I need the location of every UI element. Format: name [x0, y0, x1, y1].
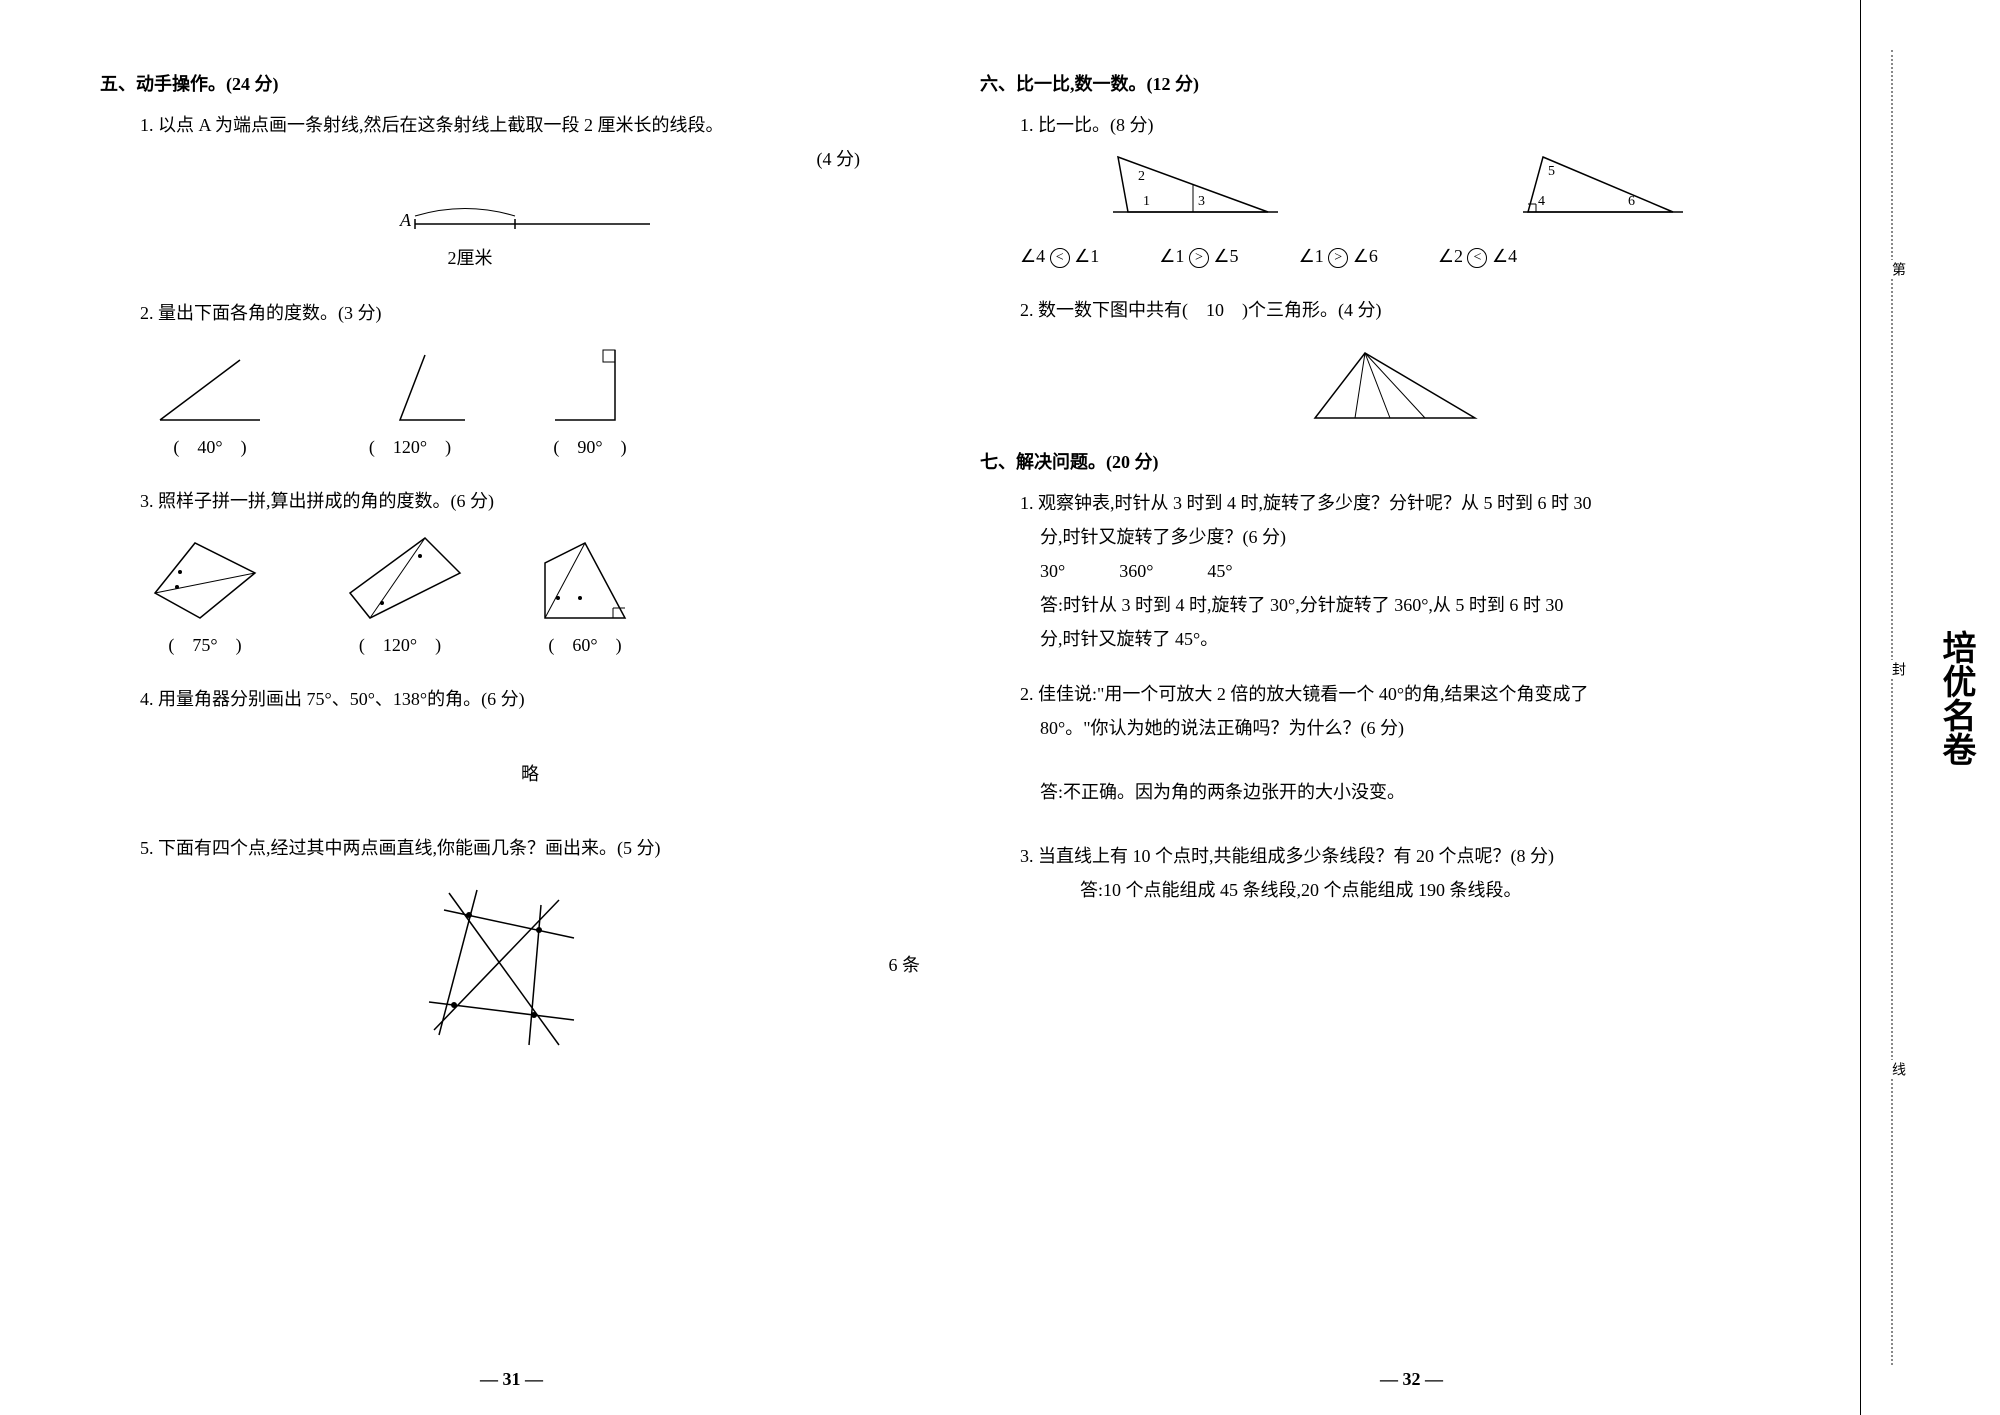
cmp-2-l: ∠1	[1159, 246, 1184, 266]
side-mini-2: 封	[1887, 660, 1907, 678]
s7-q2-text2: 80°。"你认为她的说法正确吗？为什么？(6 分)	[1020, 711, 1770, 745]
s6-q2-figure	[1020, 338, 1770, 428]
angle-90-label: ( 90° )	[540, 430, 640, 464]
s5-q2-figs: ( 40° ) ( 120° ) ( 90° )	[140, 340, 920, 464]
section5-heading: 五、动手操作。(24 分)	[100, 70, 920, 96]
cmp-4-l: ∠2	[1438, 246, 1463, 266]
point-a-label: A	[399, 210, 412, 230]
cmp-4-op: <	[1467, 248, 1487, 268]
page-number-right: — 32 —	[1380, 1369, 1443, 1390]
s7-q1-vals: 30° 360° 45°	[1020, 554, 1770, 588]
s6-q2-text: 2. 数一数下图中共有( 10 )个三角形。(4 分)	[1020, 293, 1770, 327]
s7-q1: 1. 观察钟表,时针从 3 时到 4 时,旋转了多少度？分针呢？从 5 时到 6…	[980, 486, 1770, 657]
right-page: 六、比一比,数一数。(12 分) 1. 比一比。(8 分) 2 1 3 5	[950, 70, 1800, 1375]
shape-60-label: ( 60° )	[530, 628, 640, 662]
angle-120: ( 120° )	[340, 340, 480, 464]
s7-q1-ans1: 答:时针从 3 时到 4 时,旋转了 30°,分针旋转了 360°,从 5 时到…	[1020, 588, 1770, 622]
left-page: 五、动手操作。(24 分) 1. 以点 A 为端点画一条射线,然后在这条射线上截…	[100, 70, 950, 1375]
shape-75: ( 75° )	[140, 528, 270, 662]
s7-q3-text: 3. 当直线上有 10 个点时,共能组成多少条线段？有 20 个点呢？(8 分)	[1020, 839, 1770, 873]
s6-q2: 2. 数一数下图中共有( 10 )个三角形。(4 分)	[980, 293, 1770, 427]
s5-q3: 3. 照样子拼一拼,算出拼成的角的度数。(6 分) ( 75° )	[100, 484, 920, 662]
s6-q1: 1. 比一比。(8 分) 2 1 3 5 4 6	[980, 108, 1770, 273]
s5-q1-caption: 2厘米	[20, 241, 920, 275]
s5-q3-text: 3. 照样子拼一拼,算出拼成的角的度数。(6 分)	[140, 484, 920, 518]
s5-q1-points: (4 分)	[140, 142, 920, 176]
angle-40-label: ( 40° )	[140, 430, 280, 464]
section6-heading: 六、比一比,数一数。(12 分)	[980, 70, 1770, 96]
cmp-1-r: ∠1	[1074, 246, 1099, 266]
s5-q1: 1. 以点 A 为端点画一条射线,然后在这条射线上截取一段 2 厘米长的线段。 …	[100, 108, 920, 276]
s5-q2: 2. 量出下面各角的度数。(3 分) ( 40° ) ( 120° ) ( 90…	[100, 296, 920, 464]
cmp-2: ∠1 > ∠5	[1159, 239, 1238, 273]
page-number-left: — 31 —	[480, 1369, 543, 1390]
s7-q1-text: 1. 观察钟表,时针从 3 时到 4 时,旋转了多少度？分针呢？从 5 时到 6…	[1020, 486, 1770, 520]
svg-text:3: 3	[1198, 194, 1205, 209]
cmp-4-r: ∠4	[1492, 246, 1517, 266]
s7-q2: 2. 佳佳说:"用一个可放大 2 倍的放大镜看一个 40°的角,结果这个角变成了…	[980, 677, 1770, 810]
s7-q3-ans: 答:10 个点能组成 45 条线段,20 个点能组成 190 条线段。	[1060, 873, 1770, 907]
shape-120: ( 120° )	[330, 528, 470, 662]
cmp-2-r: ∠5	[1213, 246, 1238, 266]
angle-40: ( 40° )	[140, 340, 280, 464]
s5-q4-text: 4. 用量角器分别画出 75°、50°、138°的角。(6 分)	[140, 682, 920, 716]
s5-q5-answer: 6 条	[889, 948, 921, 982]
book-title: 培优名卷	[1931, 630, 1980, 766]
section7-heading: 七、解决问题。(20 分)	[980, 448, 1770, 474]
cmp-3-op: >	[1328, 248, 1348, 268]
cmp-3: ∠1 > ∠6	[1299, 239, 1378, 273]
svg-text:5: 5	[1548, 164, 1555, 179]
s5-q1-figure: A 2厘米	[140, 186, 920, 275]
s5-q5: 5. 下面有四个点,经过其中两点画直线,你能画几条？画出来。(5 分) 6 条	[100, 831, 920, 1055]
svg-text:6: 6	[1628, 194, 1635, 209]
s5-q1-text: 1. 以点 A 为端点画一条射线,然后在这条射线上截取一段 2 厘米长的线段。	[140, 108, 920, 142]
s5-q4: 4. 用量角器分别画出 75°、50°、138°的角。(6 分) 略	[100, 682, 920, 790]
s5-q4-answer: 略	[140, 757, 920, 791]
angle-120-label: ( 120° )	[340, 430, 480, 464]
s7-q2-text: 2. 佳佳说:"用一个可放大 2 倍的放大镜看一个 40°的角,结果这个角变成了	[1020, 677, 1770, 711]
cmp-1-l: ∠4	[1020, 246, 1045, 266]
cmp-3-r: ∠6	[1353, 246, 1378, 266]
s6-q1-text: 1. 比一比。(8 分)	[1020, 108, 1770, 142]
s7-q2-ans: 答:不正确。因为角的两条边张开的大小没变。	[1020, 775, 1770, 809]
page-spread: 五、动手操作。(24 分) 1. 以点 A 为端点画一条射线,然后在这条射线上截…	[0, 0, 1850, 1415]
s6-q1-figs: 2 1 3 5 4 6	[1020, 142, 1770, 227]
shape-120-label: ( 120° )	[330, 628, 470, 662]
side-tab: 第 封 线 培优名卷	[1860, 0, 1980, 1415]
cmp-2-op: >	[1189, 248, 1209, 268]
triangle-456: 5 4 6	[1508, 142, 1688, 227]
cmp-1: ∠4 < ∠1	[1020, 239, 1099, 273]
cmp-4: ∠2 < ∠4	[1438, 239, 1517, 273]
triangle-123: 2 1 3	[1103, 142, 1283, 227]
s5-q5-text: 5. 下面有四个点,经过其中两点画直线,你能画几条？画出来。(5 分)	[140, 831, 920, 865]
side-mini-3: 线	[1887, 1060, 1907, 1078]
s7-q1-text2: 分,时针又旋转了多少度？(6 分)	[1020, 520, 1770, 554]
fold-line	[1891, 50, 1893, 1365]
cmp-3-l: ∠1	[1299, 246, 1324, 266]
cmp-1-op: <	[1050, 248, 1070, 268]
shape-60: ( 60° )	[530, 528, 640, 662]
angle-90: ( 90° )	[540, 340, 640, 464]
s5-q3-figs: ( 75° ) ( 120° )	[140, 528, 920, 662]
side-mini-1: 第	[1887, 260, 1907, 278]
svg-text:2: 2	[1138, 169, 1145, 184]
shape-75-label: ( 75° )	[140, 628, 270, 662]
svg-text:1: 1	[1143, 194, 1150, 209]
s6-q1-formulas: ∠4 < ∠1 ∠1 > ∠5 ∠1 > ∠6 ∠2 < ∠4	[1020, 239, 1770, 273]
s5-q5-figure: 6 条	[140, 875, 920, 1055]
s5-q2-text: 2. 量出下面各角的度数。(3 分)	[140, 296, 920, 330]
s7-q3: 3. 当直线上有 10 个点时,共能组成多少条线段？有 20 个点呢？(8 分)…	[980, 839, 1770, 907]
s7-q1-ans2: 分,时针又旋转了 45°。	[1020, 622, 1770, 656]
svg-text:4: 4	[1538, 194, 1545, 209]
